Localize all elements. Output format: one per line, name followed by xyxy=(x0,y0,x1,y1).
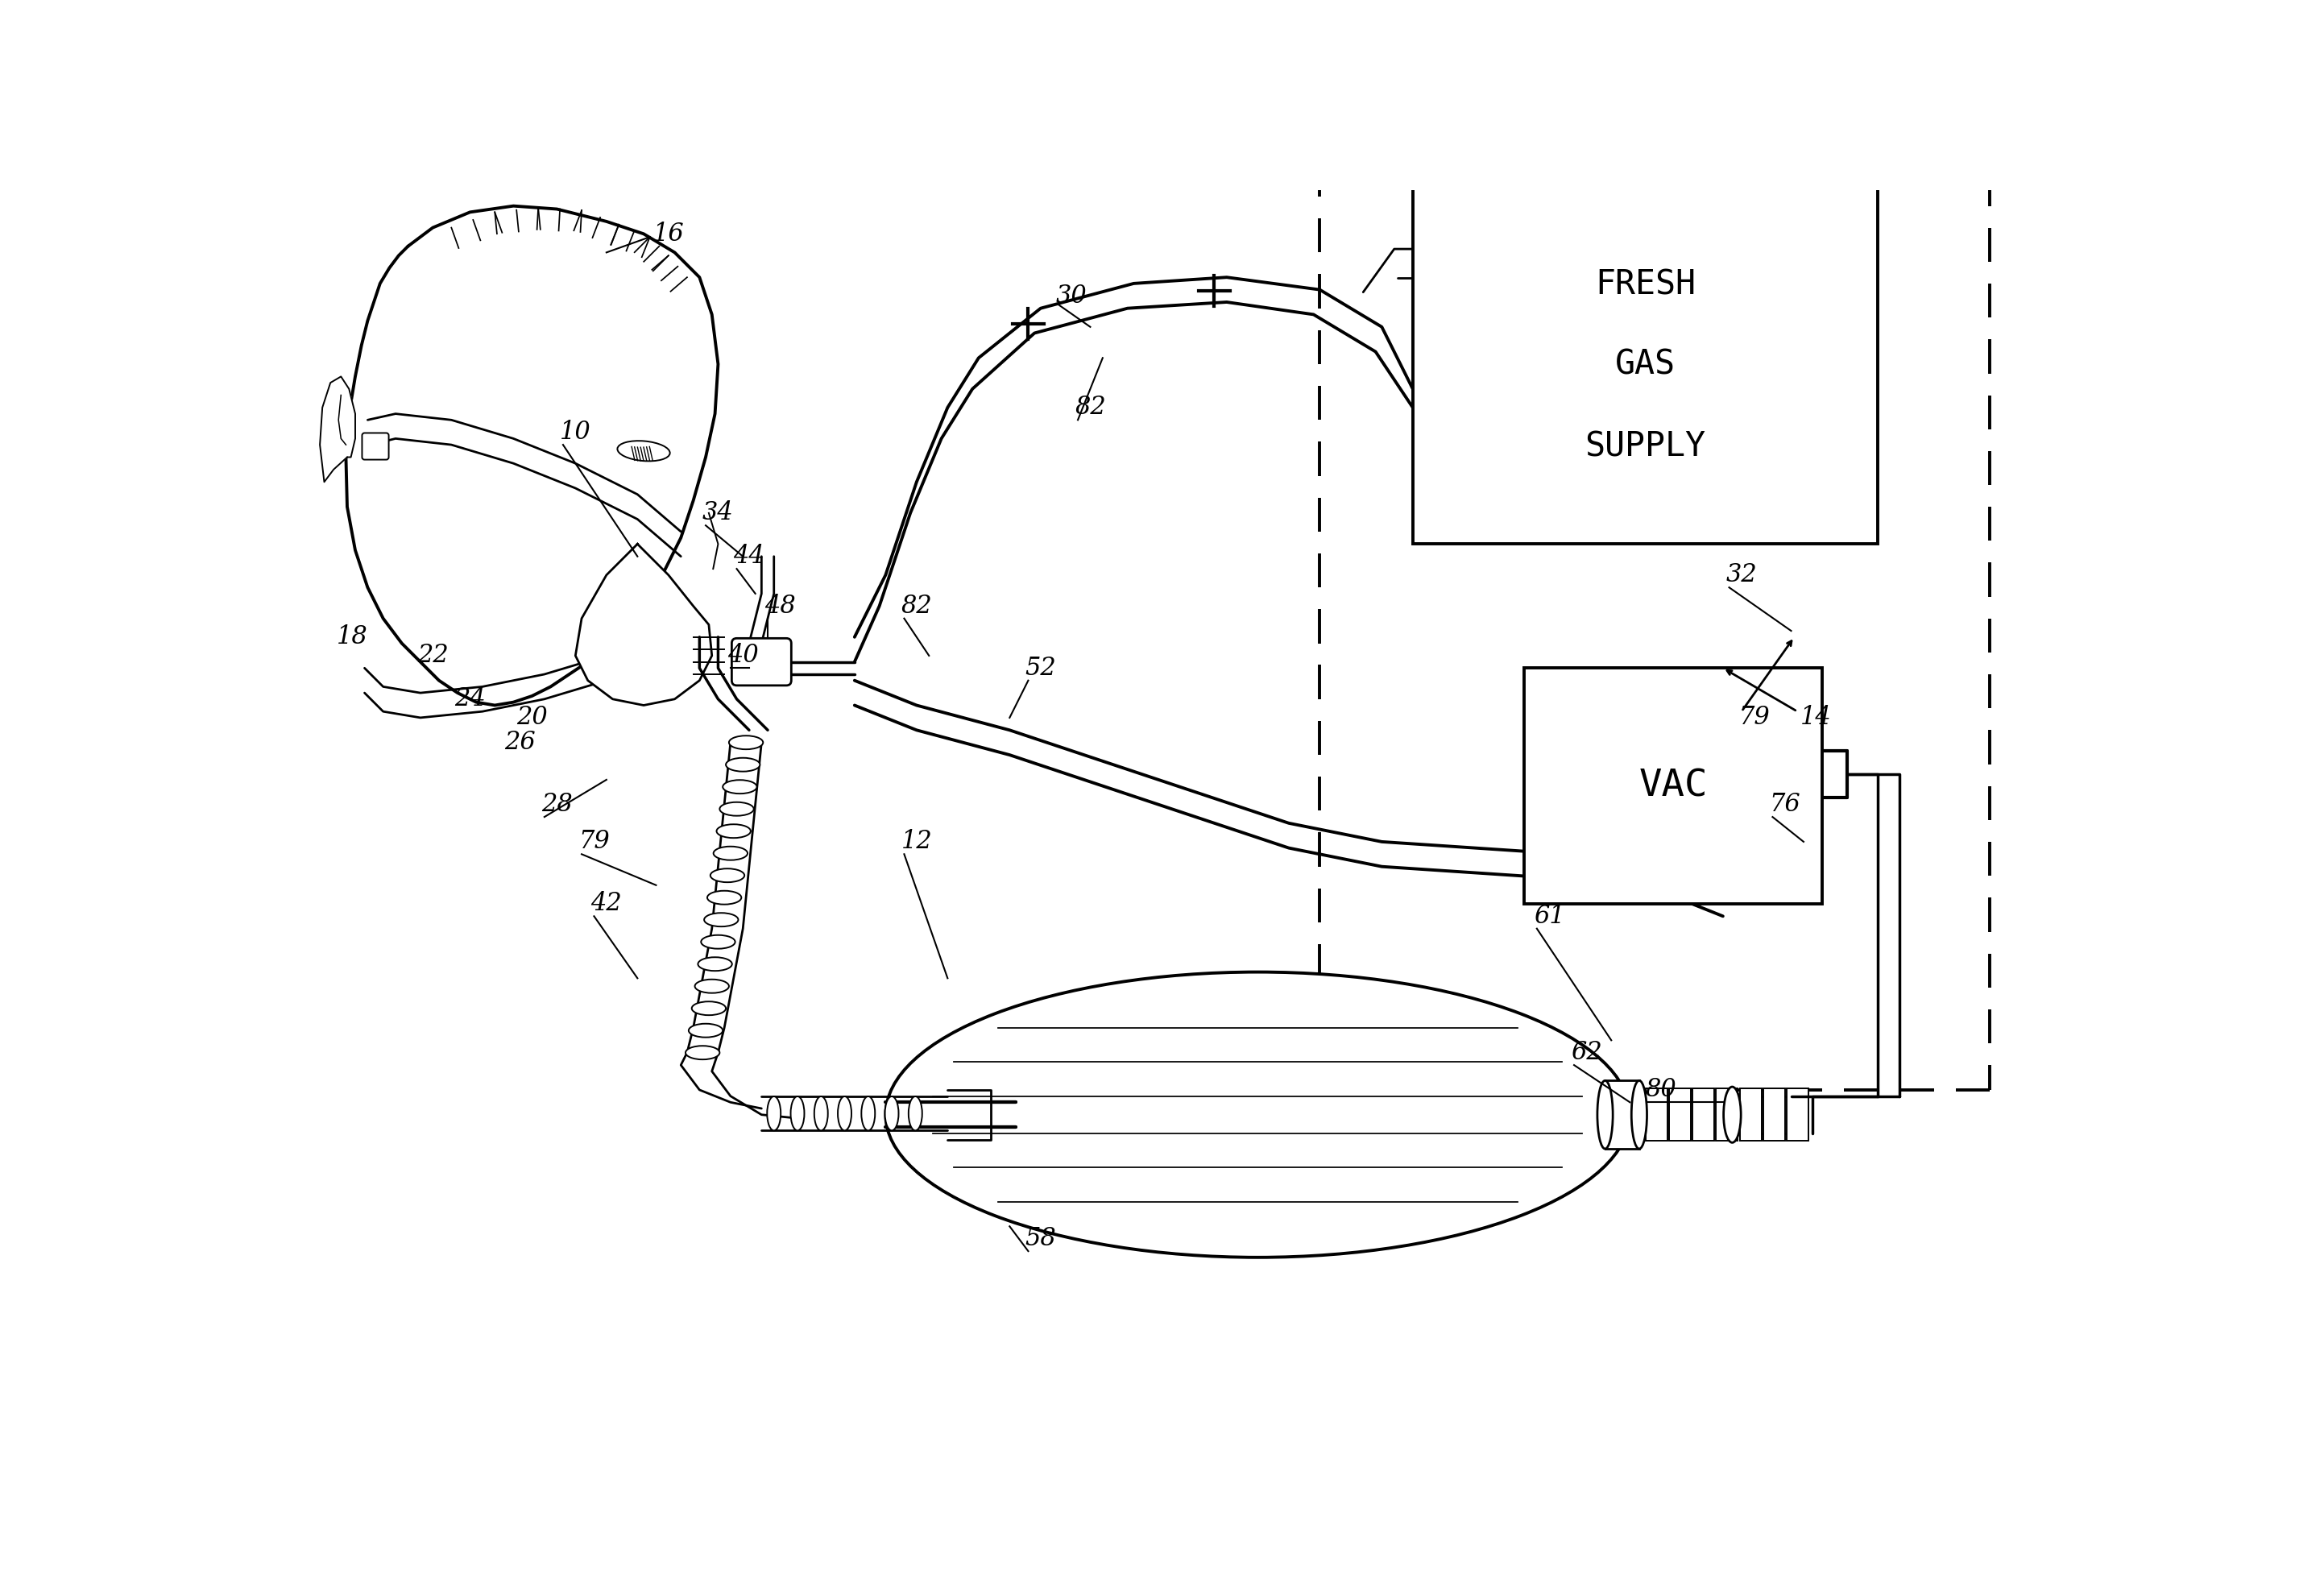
Ellipse shape xyxy=(702,935,734,949)
Ellipse shape xyxy=(730,736,762,749)
Ellipse shape xyxy=(725,759,760,771)
Text: 18: 18 xyxy=(337,625,367,649)
Ellipse shape xyxy=(885,971,1629,1257)
Ellipse shape xyxy=(1631,1081,1648,1149)
Text: 30: 30 xyxy=(1055,284,1088,308)
Ellipse shape xyxy=(839,1097,851,1130)
Text: 22: 22 xyxy=(418,643,449,668)
Ellipse shape xyxy=(720,801,753,816)
Text: 80: 80 xyxy=(1645,1078,1676,1103)
Polygon shape xyxy=(576,544,711,705)
Text: 24: 24 xyxy=(456,687,486,711)
Bar xyxy=(1741,1089,1762,1141)
Bar xyxy=(1692,1089,1715,1141)
Text: 48: 48 xyxy=(765,594,795,619)
Polygon shape xyxy=(346,206,718,705)
Text: 14: 14 xyxy=(1801,705,1831,730)
Ellipse shape xyxy=(688,1024,723,1038)
Bar xyxy=(1413,184,1878,544)
Ellipse shape xyxy=(704,913,739,927)
Text: 62: 62 xyxy=(1571,1039,1601,1065)
Text: 61: 61 xyxy=(1534,903,1564,928)
Text: 82: 82 xyxy=(902,594,932,619)
Bar xyxy=(1525,668,1822,903)
FancyBboxPatch shape xyxy=(363,433,388,460)
Bar xyxy=(1764,1089,1785,1141)
Ellipse shape xyxy=(618,441,669,462)
Text: 26: 26 xyxy=(504,730,535,755)
Text: 12: 12 xyxy=(902,830,932,854)
Bar xyxy=(1606,1081,1638,1149)
Text: 34: 34 xyxy=(702,500,734,525)
Text: 52: 52 xyxy=(1025,655,1055,681)
Bar xyxy=(1787,1089,1808,1141)
Text: 40: 40 xyxy=(727,643,758,668)
Ellipse shape xyxy=(909,1097,923,1130)
Ellipse shape xyxy=(767,1097,781,1130)
Text: 58: 58 xyxy=(1025,1227,1055,1251)
Text: 79: 79 xyxy=(579,830,609,854)
Text: FRESH: FRESH xyxy=(1594,268,1697,302)
FancyBboxPatch shape xyxy=(732,638,790,686)
Bar xyxy=(1715,1089,1738,1141)
Bar xyxy=(1669,1089,1690,1141)
Text: VAC: VAC xyxy=(1638,768,1708,805)
Ellipse shape xyxy=(862,1097,876,1130)
Ellipse shape xyxy=(885,1097,899,1130)
Text: 32: 32 xyxy=(1727,562,1757,587)
Text: GAS: GAS xyxy=(1615,348,1676,381)
Ellipse shape xyxy=(706,890,741,905)
Text: 82: 82 xyxy=(1074,395,1106,421)
Ellipse shape xyxy=(1724,1087,1741,1143)
Ellipse shape xyxy=(713,846,748,860)
Ellipse shape xyxy=(695,979,730,993)
Polygon shape xyxy=(321,376,356,482)
Text: 79: 79 xyxy=(1738,705,1769,730)
Text: 10: 10 xyxy=(560,421,590,444)
Ellipse shape xyxy=(790,1097,804,1130)
Ellipse shape xyxy=(813,1097,827,1130)
Text: 76: 76 xyxy=(1769,792,1801,817)
Text: 20: 20 xyxy=(516,705,548,730)
Ellipse shape xyxy=(716,824,751,838)
Text: 44: 44 xyxy=(734,544,765,568)
Ellipse shape xyxy=(697,957,732,971)
Text: SUPPLY: SUPPLY xyxy=(1585,430,1706,463)
Ellipse shape xyxy=(1597,1081,1613,1149)
Ellipse shape xyxy=(686,1046,720,1060)
Ellipse shape xyxy=(723,779,758,794)
Bar xyxy=(1645,1089,1666,1141)
Text: 28: 28 xyxy=(541,792,572,817)
Ellipse shape xyxy=(711,868,744,882)
Text: 42: 42 xyxy=(590,892,623,916)
Ellipse shape xyxy=(693,1001,725,1016)
Text: 16: 16 xyxy=(653,221,683,246)
